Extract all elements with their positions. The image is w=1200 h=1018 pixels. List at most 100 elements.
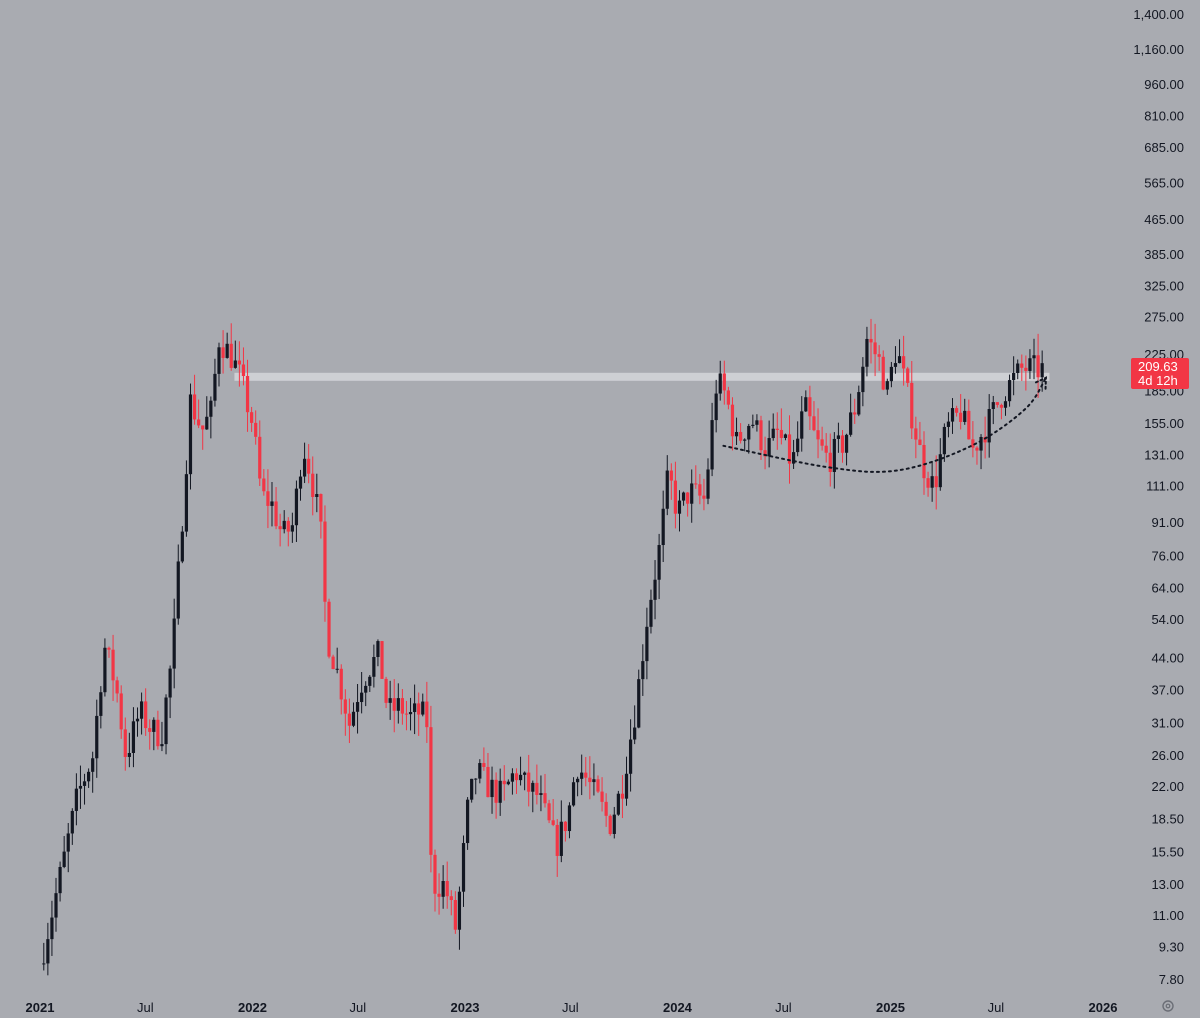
candle-body (865, 338, 869, 367)
candle (1028, 349, 1032, 379)
candle (368, 675, 372, 692)
candle-body (119, 693, 123, 730)
candle (494, 772, 498, 819)
candle-body (893, 363, 898, 367)
y-tick-label: 960.00 (1144, 77, 1184, 92)
candle (543, 773, 547, 808)
candle (963, 398, 967, 425)
candle (449, 890, 453, 916)
candle (718, 360, 722, 401)
candle (294, 480, 299, 542)
candle (820, 426, 824, 451)
candle-body (657, 545, 661, 580)
candle (661, 490, 665, 562)
candle (417, 692, 421, 736)
candle-body (739, 431, 743, 441)
x-tick-label: 2024 (663, 1000, 693, 1015)
candle (413, 684, 417, 735)
candle-body (1012, 372, 1016, 381)
candle-body (1036, 355, 1040, 378)
candle-body (319, 494, 323, 522)
candle (600, 777, 604, 812)
candle-body (302, 458, 307, 477)
candle (335, 647, 339, 674)
candle (180, 526, 184, 564)
candle-body (775, 428, 779, 430)
candle (172, 598, 176, 689)
candle-body (445, 880, 449, 897)
y-tick-label: 37.00 (1151, 683, 1184, 698)
candle (78, 765, 83, 809)
candle-body (1040, 363, 1044, 378)
candle-body (641, 661, 645, 680)
candle-body (881, 356, 885, 390)
gear-icon[interactable] (1162, 1000, 1174, 1012)
candle (551, 799, 555, 827)
candle-body (429, 727, 433, 855)
candle-body (343, 699, 347, 714)
candle-body (74, 788, 78, 811)
candle (474, 778, 478, 795)
candle (262, 469, 266, 496)
candle (347, 698, 352, 744)
candle (245, 359, 250, 432)
x-tick-label: Jul (562, 1000, 579, 1015)
candle-body (677, 500, 682, 514)
candle (302, 442, 307, 484)
candle-body (555, 824, 559, 856)
candle-body (474, 778, 478, 780)
candle (233, 340, 237, 369)
candle-body (661, 508, 665, 546)
candle-body (270, 501, 274, 506)
y-tick-label: 26.00 (1151, 748, 1184, 763)
candle-body (804, 397, 808, 412)
candle-body (50, 917, 54, 940)
candle (881, 350, 885, 391)
candle-body (176, 561, 180, 619)
candle (755, 414, 759, 432)
candle (995, 402, 999, 408)
candle (364, 681, 368, 707)
candle-body (351, 711, 356, 726)
candle-body (963, 410, 967, 422)
candle-body (372, 657, 376, 677)
candle-body (164, 697, 168, 745)
candle (307, 444, 311, 484)
candle (46, 922, 50, 976)
candle-body (1024, 367, 1028, 371)
candle-body (490, 779, 494, 798)
candle-body (254, 422, 258, 437)
candle-body (168, 668, 172, 698)
candle (478, 759, 482, 784)
candle (775, 412, 779, 450)
candle (205, 396, 209, 430)
candle-body (315, 494, 319, 497)
candle-body (192, 394, 197, 420)
candle (853, 398, 857, 424)
candle (547, 799, 551, 824)
candle-body (156, 719, 160, 747)
candle (673, 461, 678, 529)
candle (168, 665, 172, 719)
last-price-badge: 209.63 4d 12h (1131, 358, 1189, 390)
candle-body (771, 428, 775, 439)
candle (482, 747, 486, 771)
candle-body (250, 412, 254, 423)
candle-body (221, 347, 225, 358)
candle (628, 719, 633, 792)
candle (869, 318, 873, 364)
candle-body (91, 758, 95, 772)
x-axis[interactable]: 2021 Jul 2022 Jul 2023 Jul 2024 Jul 2025 Jul 2026 (26, 1000, 1118, 1015)
x-tick-label: Jul (775, 1000, 792, 1015)
candle-body (107, 647, 111, 650)
candle-body (734, 431, 739, 437)
candle-body (286, 520, 290, 532)
candle (714, 379, 718, 433)
candle-body (783, 434, 788, 438)
candle-body (779, 429, 783, 438)
candle-body (787, 434, 792, 464)
y-axis[interactable]: 1,400.00 1,160.00 960.00 810.00 685.00 565.00… (1133, 7, 1184, 987)
candle (885, 378, 889, 395)
